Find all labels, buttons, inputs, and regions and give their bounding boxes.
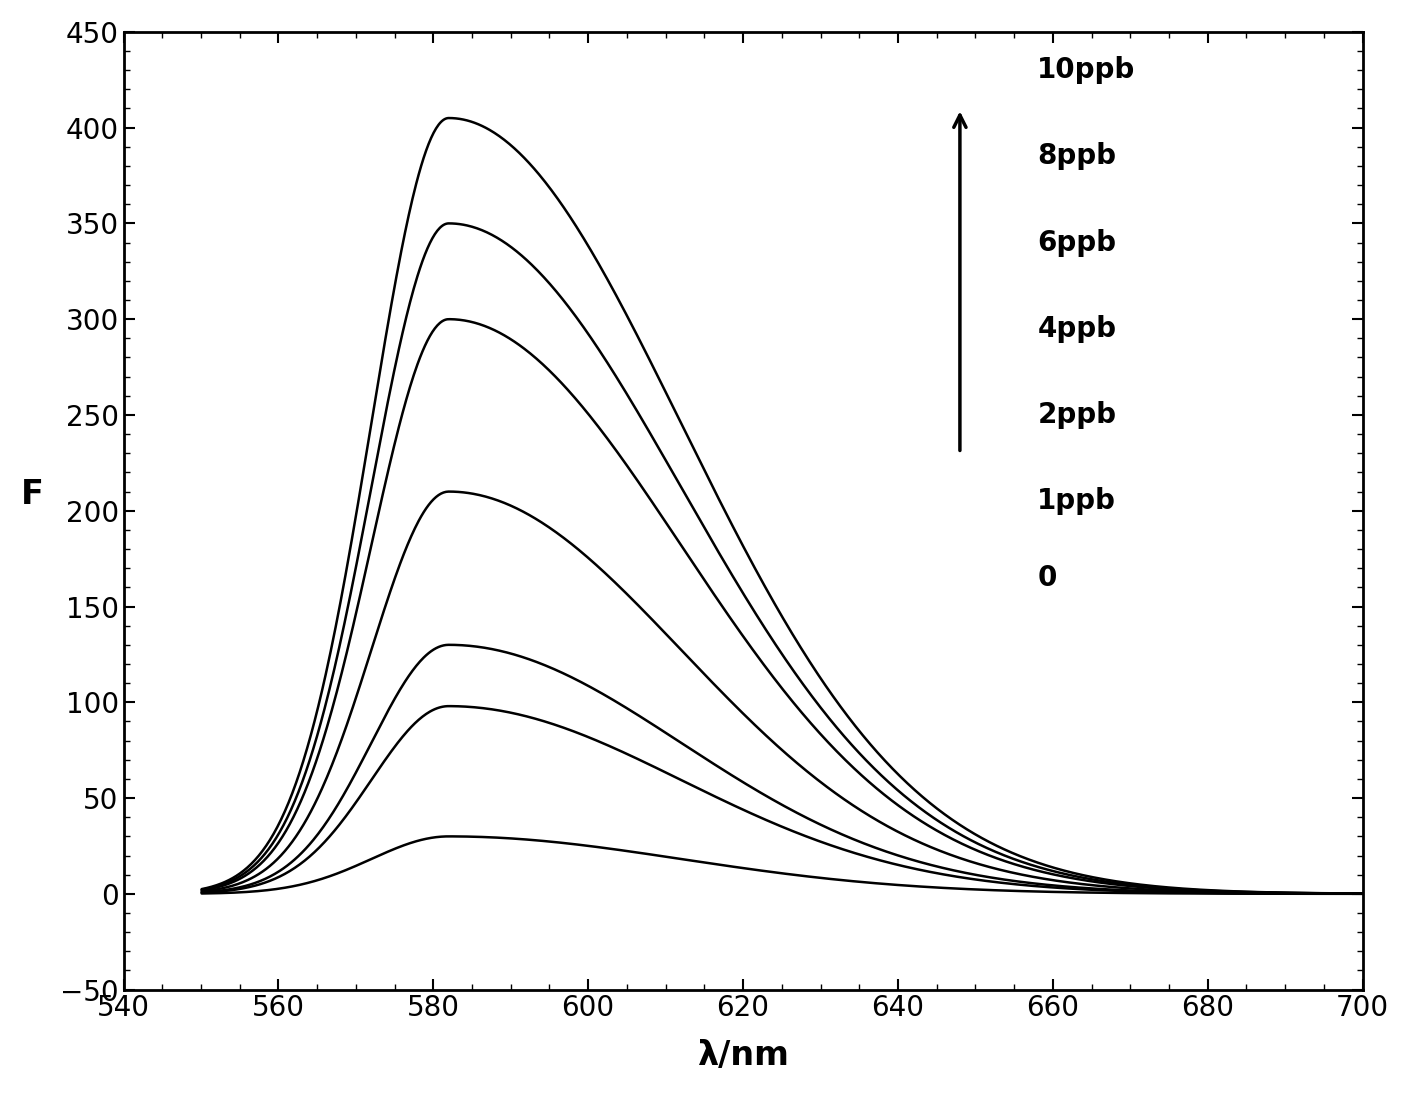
Text: 8ppb: 8ppb — [1038, 142, 1117, 171]
Text: 10ppb: 10ppb — [1038, 56, 1135, 84]
Text: 1ppb: 1ppb — [1038, 487, 1117, 515]
Text: 6ppb: 6ppb — [1038, 228, 1117, 257]
X-axis label: λ/nm: λ/nm — [697, 1039, 790, 1072]
Text: 2ppb: 2ppb — [1038, 401, 1117, 428]
Text: 0: 0 — [1038, 564, 1056, 591]
Text: 4ppb: 4ppb — [1038, 315, 1117, 343]
Y-axis label: F: F — [21, 478, 44, 510]
